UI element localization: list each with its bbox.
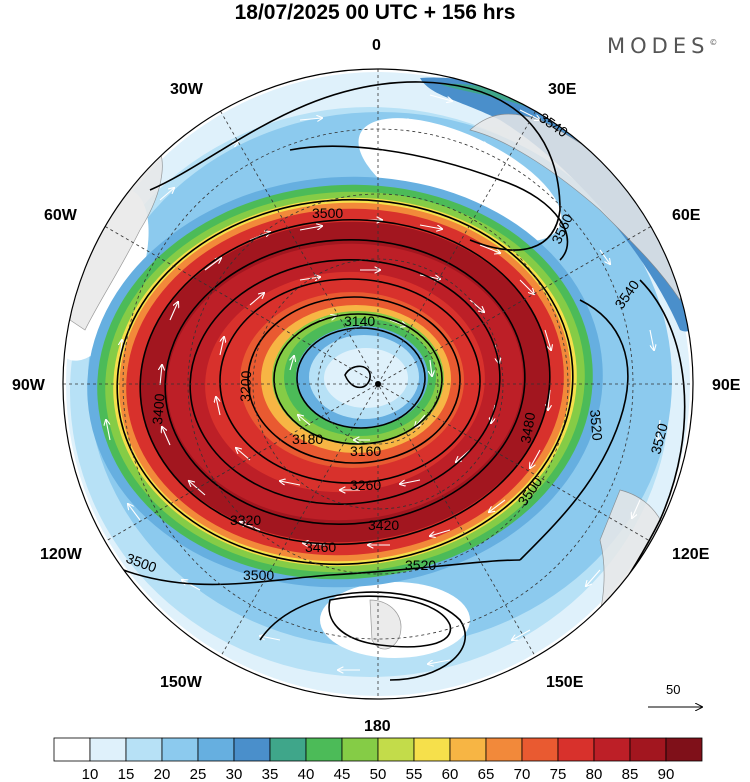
colorbar-swatch <box>593 737 631 762</box>
colorbar-swatch <box>233 737 271 762</box>
colorbar-tick-label: 35 <box>262 766 279 782</box>
colorbar-tick-label: 30 <box>226 766 243 782</box>
contour-label: 3520 <box>587 409 606 442</box>
colorbar-tick-label: 45 <box>334 766 351 782</box>
colorbar-swatch <box>629 737 667 762</box>
south-pole-marker <box>375 381 381 387</box>
brand-mark: © <box>709 38 718 47</box>
lon-label-30e: 30E <box>548 81 577 98</box>
colorbar-tick-label: 15 <box>118 766 135 782</box>
colorbar-tick-label: 40 <box>298 766 315 782</box>
lon-label-120w: 120W <box>40 546 83 563</box>
lon-label-60e: 60E <box>672 207 701 224</box>
contour-label: 3140 <box>344 313 375 329</box>
colorbar-swatch <box>89 737 127 762</box>
contour-label: 3460 <box>305 539 336 555</box>
colorbar-tick-label: 55 <box>406 766 423 782</box>
colorbar <box>53 737 703 762</box>
colorbar-swatch <box>521 737 559 762</box>
lon-label-0: 0 <box>372 37 381 54</box>
colorbar-swatch <box>665 737 703 762</box>
colorbar-tick-label: 70 <box>514 766 531 782</box>
colorbar-tick-label: 20 <box>154 766 171 782</box>
contour-label: 3260 <box>350 477 381 493</box>
contour-label: 3500 <box>312 205 343 221</box>
lon-label-180: 180 <box>364 718 391 735</box>
colorbar-tick-label: 10 <box>82 766 99 782</box>
contour-label: 3200 <box>237 370 254 402</box>
lon-label-120e: 120E <box>672 546 710 563</box>
colorbar-swatch <box>377 737 415 762</box>
map-boundary <box>62 68 694 700</box>
colorbar-swatch <box>485 737 523 762</box>
colorbar-swatch <box>161 737 199 762</box>
reference-vector-label: 50 <box>666 682 680 697</box>
contour-label: 3520 <box>405 557 436 573</box>
contour-label: 3420 <box>368 517 399 533</box>
contour-label: 3180 <box>292 431 323 447</box>
colorbar-swatch <box>269 737 307 762</box>
colorbar-tick-label: 85 <box>622 766 639 782</box>
reference-vector: 50 <box>648 682 702 707</box>
colorbar-tick-label: 80 <box>586 766 603 782</box>
contour-label: 3160 <box>350 443 381 459</box>
longitude-labels: 0 30E 60E 90E 120E 150E 180 150W 120W 90… <box>12 37 741 735</box>
contour-label: 3480 <box>517 411 538 445</box>
modes-logo: MODES© <box>607 34 717 58</box>
colorbar-tick-label: 50 <box>370 766 387 782</box>
colorbar-swatch <box>53 737 91 762</box>
lon-label-90w: 90W <box>12 377 46 394</box>
contour-label: 3400 <box>149 393 168 426</box>
lon-label-150w: 150W <box>160 674 203 691</box>
colorbar-tick-label: 60 <box>442 766 459 782</box>
colorbar-tick-label: 25 <box>190 766 207 782</box>
colorbar-tick-label: 75 <box>550 766 567 782</box>
colorbar-swatch <box>305 737 343 762</box>
contour-label: 3320 <box>230 512 261 528</box>
map-title: 18/07/2025 00 UTC + 156 hrs <box>234 1 516 24</box>
colorbar-labels: 10 15 20 25 30 35 40 45 50 55 60 65 70 75 80 85 90 <box>82 766 675 782</box>
brand-name: MODES <box>607 34 710 58</box>
contour-label: 3500 <box>243 567 274 583</box>
colorbar-tick-label: 90 <box>658 766 675 782</box>
colorbar-swatch <box>341 737 379 762</box>
contour-label: 3520 <box>647 421 671 455</box>
colorbar-swatch <box>125 737 163 762</box>
lon-label-30w: 30W <box>170 81 204 98</box>
colorbar-swatch <box>449 737 487 762</box>
lon-label-60w: 60W <box>44 207 78 224</box>
lon-label-150e: 150E <box>546 674 584 691</box>
colorbar-tick-label: 65 <box>478 766 495 782</box>
colorbar-swatch <box>557 737 595 762</box>
lon-label-90e: 90E <box>712 377 741 394</box>
colorbar-swatch <box>413 737 451 762</box>
colorbar-swatch <box>197 737 235 762</box>
